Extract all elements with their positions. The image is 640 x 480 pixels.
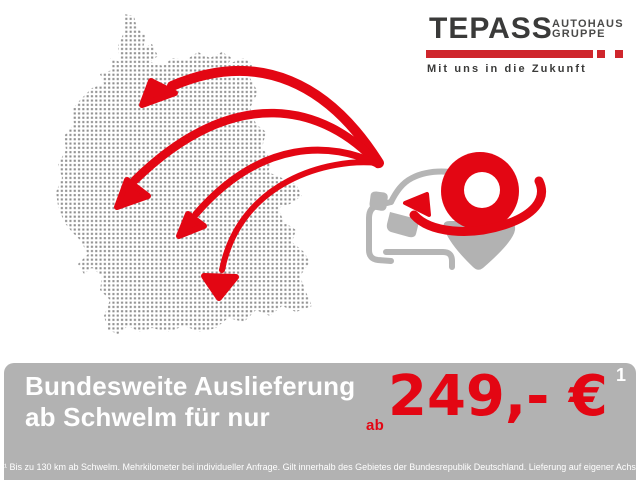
delivery-arrow — [167, 66, 384, 168]
delivery-arrow — [192, 146, 381, 218]
location-pin-icon — [403, 152, 546, 270]
car-mirror-icon — [369, 191, 388, 211]
price-prefix: ab — [366, 417, 385, 434]
logo-underline-bar — [426, 50, 593, 58]
logo-suffix: AUTOHAUS GRUPPE — [552, 18, 624, 40]
logo-bar-square — [597, 50, 605, 58]
arrowhead-icon — [201, 273, 239, 301]
delivery-arrow — [130, 108, 383, 185]
promo-headline-line1: Bundesweite Auslieferung — [25, 371, 356, 401]
logo-suffix-line1: AUTOHAUS — [552, 18, 624, 30]
company-logo: TEPASS AUTOHAUS GRUPPE Mit uns in die Zu… — [425, 12, 630, 77]
logo-suffix-line2: GRUPPE — [552, 28, 606, 40]
price-value: 249,- € — [388, 364, 608, 429]
orbit-arrowhead-icon — [403, 192, 431, 217]
delivery-route-arrows — [130, 66, 384, 273]
arrowhead-icon — [114, 177, 151, 210]
logo-brand-name: TEPASS — [429, 12, 553, 45]
promo-banner: Bundesweite Auslieferung ab Schwelm für … — [4, 363, 640, 480]
delivery-arrow — [219, 159, 380, 273]
pin-ring-hole — [464, 172, 500, 208]
logo-bar-square — [615, 50, 623, 58]
car-icon — [366, 168, 461, 270]
arrowhead-icon — [176, 211, 207, 239]
germany-map-icon — [56, 14, 312, 334]
promo-headline: Bundesweite Auslieferung ab Schwelm für … — [25, 371, 355, 433]
promo-headline-line2: ab Schwelm für nur — [25, 402, 270, 432]
price-footnote-marker: 1 — [616, 365, 627, 385]
arrowhead-icon — [139, 78, 178, 108]
logo-tagline: Mit uns in die Zukunft — [427, 63, 587, 75]
delivery-arrowheads — [114, 78, 239, 301]
car-window-icon — [386, 212, 419, 238]
footnote-text: ¹ Bis zu 130 km ab Schwelm. Mehrkilomete… — [4, 462, 640, 472]
orbit-swoosh-icon — [409, 176, 546, 236]
